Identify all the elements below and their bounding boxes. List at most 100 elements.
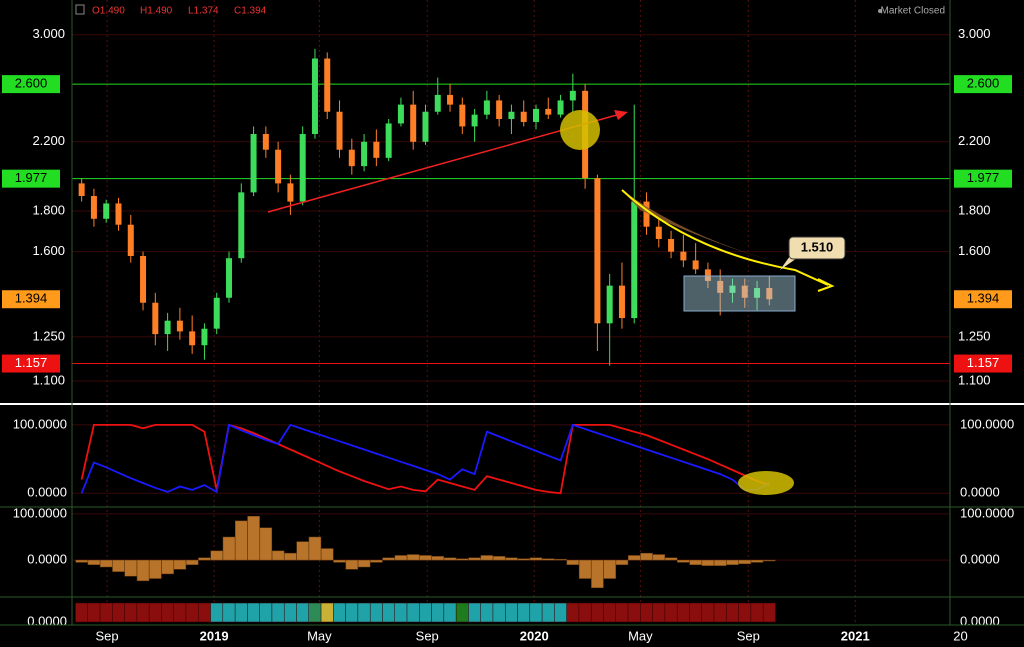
level-label: 2.600	[967, 76, 1000, 91]
strip-cell	[566, 602, 580, 623]
histogram-bar	[517, 558, 530, 561]
ohlc-high: H1.490	[140, 6, 173, 17]
y-tick-label: 1.800	[958, 202, 991, 217]
strip-cell	[283, 602, 297, 623]
strip-cell	[541, 602, 555, 623]
strip-cell	[75, 602, 89, 623]
candle-body	[348, 149, 355, 167]
histogram-bar	[75, 559, 88, 563]
ohlc-open: O1.490	[92, 6, 125, 17]
candle-body	[704, 269, 711, 281]
candle-body	[152, 302, 159, 335]
candle-body	[483, 100, 490, 115]
candle-body	[422, 111, 429, 142]
candle-body	[78, 183, 85, 197]
strip-cell	[345, 602, 359, 623]
y-tick-label: 0.0000	[27, 552, 67, 567]
candle-body	[606, 285, 613, 324]
candle-body	[766, 288, 773, 300]
histogram-bar	[591, 559, 604, 589]
y-tick-label: 0.0000	[960, 485, 1000, 500]
y-tick-label: 100.0000	[13, 416, 67, 431]
strip-cell	[431, 602, 445, 623]
strip-cell	[406, 602, 420, 623]
candle-body	[373, 141, 380, 158]
candle-body	[496, 100, 503, 120]
y-tick-label: 2.200	[32, 133, 65, 148]
histogram-bar	[357, 559, 371, 568]
menu-icon[interactable]	[75, 4, 85, 15]
histogram-bar	[222, 536, 236, 561]
histogram-bar	[419, 555, 432, 561]
strip-cell	[468, 602, 482, 623]
x-tick-label: May	[628, 628, 653, 643]
candle-body	[324, 58, 331, 112]
candle-body	[226, 258, 233, 298]
ohlc-close: C1.394	[234, 6, 267, 17]
histogram-bar	[235, 520, 248, 561]
candle-body	[520, 111, 527, 122]
histogram-bar	[99, 559, 113, 568]
y-tick-label: 1.100	[32, 372, 65, 387]
candle-body	[103, 203, 110, 219]
level-box	[2, 354, 60, 373]
candle-body	[176, 320, 183, 332]
y-tick-label: 0.0000	[27, 485, 67, 500]
strip-cell	[419, 602, 432, 623]
candle-body	[655, 226, 662, 239]
level-box	[954, 75, 1012, 94]
histogram-bar	[124, 559, 138, 577]
strip-cell	[664, 602, 678, 623]
strip-cell	[701, 602, 715, 623]
strip-cell	[689, 602, 703, 623]
histogram-bar	[284, 552, 297, 561]
histogram-bar	[345, 559, 359, 570]
level-label: 1.157	[967, 355, 1000, 370]
candle-body	[754, 288, 761, 298]
histogram-bar	[173, 559, 187, 570]
candle-body	[508, 111, 515, 120]
histogram-bar	[640, 552, 653, 561]
histogram-bar	[701, 559, 715, 566]
y-tick-label: 1.800	[32, 202, 65, 217]
marks: 2.600 2.600 1.977 1.977 1.394 1.394 1.157 1.157	[2, 48, 1012, 623]
level-label: 1.394	[15, 291, 48, 306]
histogram-bar	[161, 559, 174, 575]
histogram-bar	[468, 557, 481, 561]
callout-text: 1.510	[801, 239, 834, 254]
candle-body	[459, 104, 466, 127]
strip-cell	[112, 602, 125, 623]
strip-cell	[726, 602, 739, 623]
candle-body	[90, 196, 97, 219]
histogram-bar	[259, 527, 273, 561]
y-tick-label: 100.0000	[13, 505, 67, 520]
strip-cell	[382, 602, 396, 623]
level-label: 1.157	[15, 355, 48, 370]
histogram-bar	[615, 559, 629, 565]
callout-box	[788, 236, 846, 260]
histogram-bar	[185, 559, 199, 565]
strip-cell	[554, 602, 568, 623]
strip-cell	[738, 602, 752, 623]
histogram-bar	[136, 559, 150, 582]
y-tick-label: 2.200	[958, 133, 991, 148]
candle-body	[201, 328, 208, 346]
x-tick-label: Sep	[737, 628, 760, 643]
histogram-bar	[333, 559, 346, 563]
y-tick-label: 100.0000	[960, 505, 1014, 520]
strip-cell	[750, 602, 764, 623]
candle-body	[336, 111, 343, 150]
histogram-bar	[247, 515, 260, 561]
candle-body	[569, 90, 576, 101]
y-tick-label: 0.0000	[960, 613, 1000, 628]
candle-body	[692, 260, 699, 270]
candle-body	[189, 331, 196, 346]
highlight-circle	[560, 110, 600, 150]
level-label: 2.600	[15, 76, 48, 91]
strip-cell	[455, 602, 469, 623]
strip-cell	[640, 602, 653, 623]
strip-cell	[271, 602, 285, 623]
histogram-bar	[431, 556, 445, 561]
histogram-bar	[87, 559, 101, 565]
